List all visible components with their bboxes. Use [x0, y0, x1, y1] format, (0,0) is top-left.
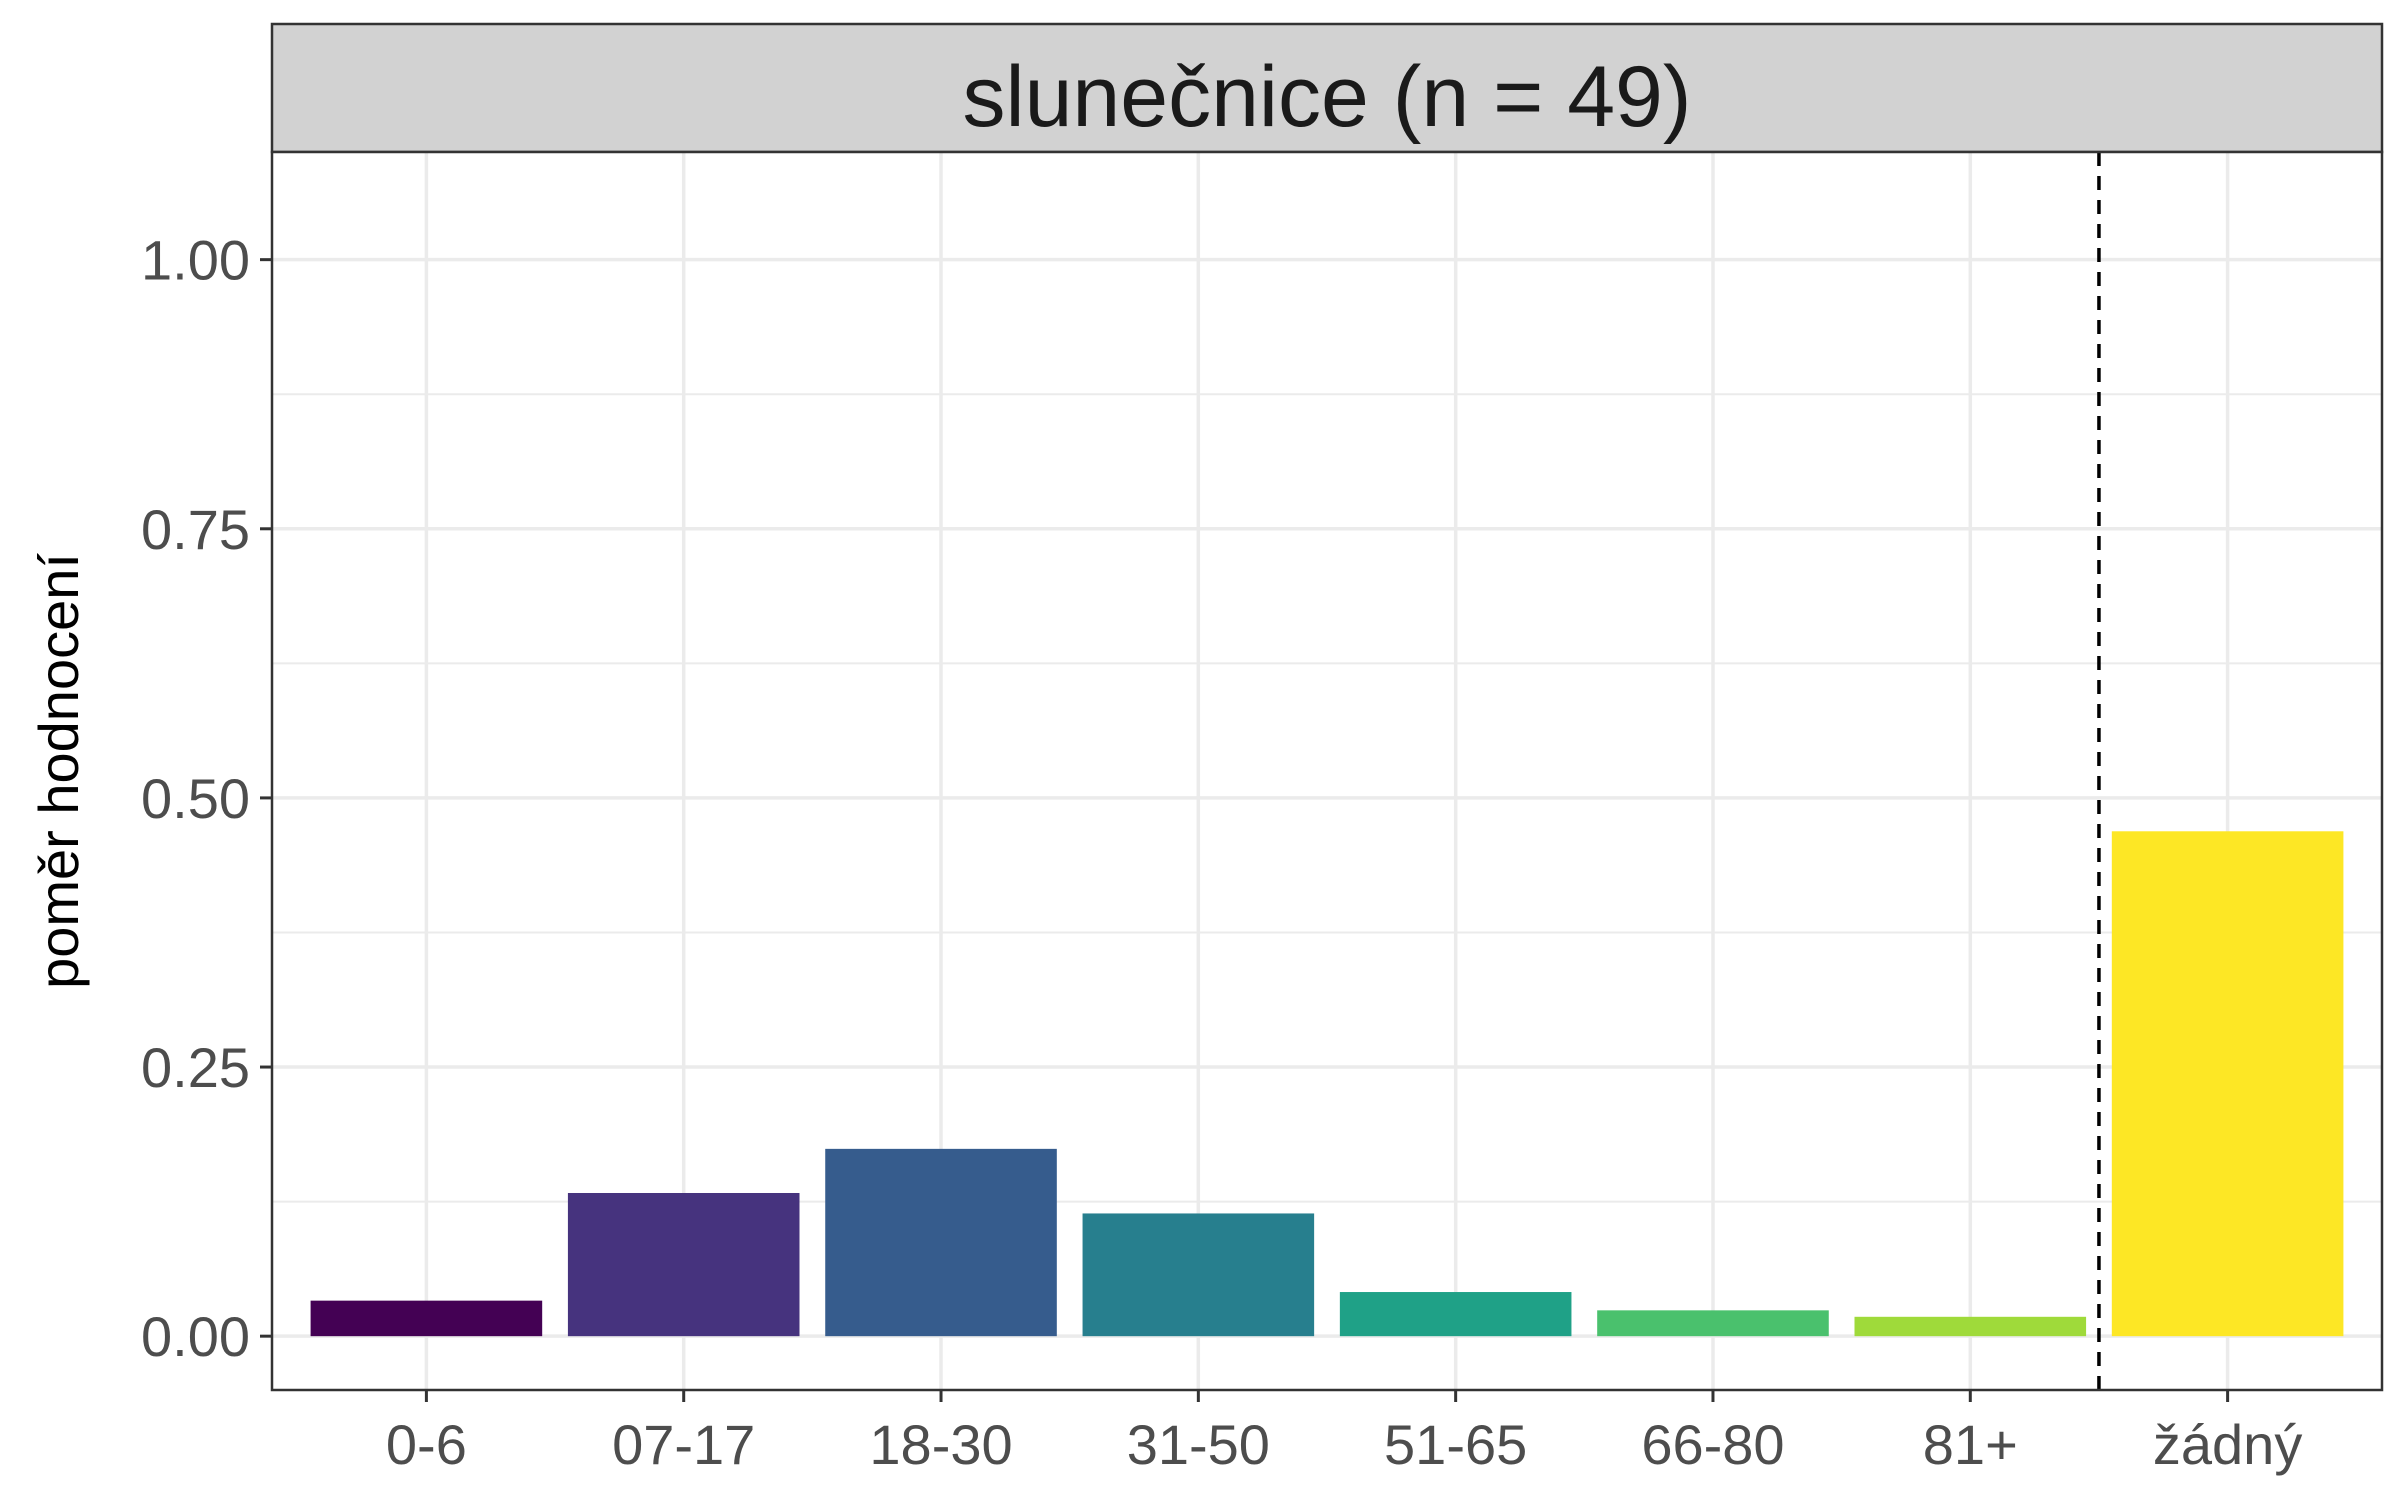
- bar-66-80: [1597, 1310, 1829, 1337]
- x-tick-label: 07-17: [612, 1413, 755, 1476]
- bar-81+: [1854, 1316, 2087, 1337]
- bar-51-65: [1339, 1292, 1572, 1337]
- x-tick-label: 81+: [1923, 1413, 2018, 1476]
- x-axis: 0-6 07-17 18-30 31-50 51-65 66-80 81+ žádný: [386, 1390, 2302, 1476]
- y-tick-label: 0.25: [141, 1036, 250, 1099]
- bars: [310, 831, 2344, 1337]
- x-tick-label: 0-6: [386, 1413, 467, 1476]
- x-tick-label: žádný: [2153, 1413, 2302, 1476]
- facet-strip-title: slunečnice (n = 49): [962, 49, 1691, 145]
- x-tick-label: 18-30: [869, 1413, 1012, 1476]
- bar-07-17: [567, 1192, 800, 1337]
- y-tick-label: 0.00: [141, 1305, 250, 1368]
- panel-border: [270, 150, 2384, 1392]
- bar-31-50: [1082, 1213, 1315, 1337]
- gridlines: [272, 152, 2382, 1390]
- y-axis-title: poměr hodnocení: [27, 553, 90, 989]
- x-tick-label: 51-65: [1384, 1413, 1527, 1476]
- x-tick-label: 31-50: [1127, 1413, 1270, 1476]
- plot-panel: [272, 152, 2382, 1390]
- y-axis: 0.00 0.25 0.50 0.75 1.00: [141, 229, 272, 1368]
- bar-žádný: [2111, 831, 2344, 1337]
- facet-strip: [270, 22, 2384, 154]
- bar-0-6: [310, 1300, 543, 1337]
- x-tick-label: 66-80: [1641, 1413, 1784, 1476]
- y-tick-label: 0.75: [141, 498, 250, 561]
- y-tick-label: 1.00: [141, 229, 250, 292]
- y-tick-label: 0.50: [141, 767, 250, 830]
- bar-18-30: [825, 1148, 1057, 1337]
